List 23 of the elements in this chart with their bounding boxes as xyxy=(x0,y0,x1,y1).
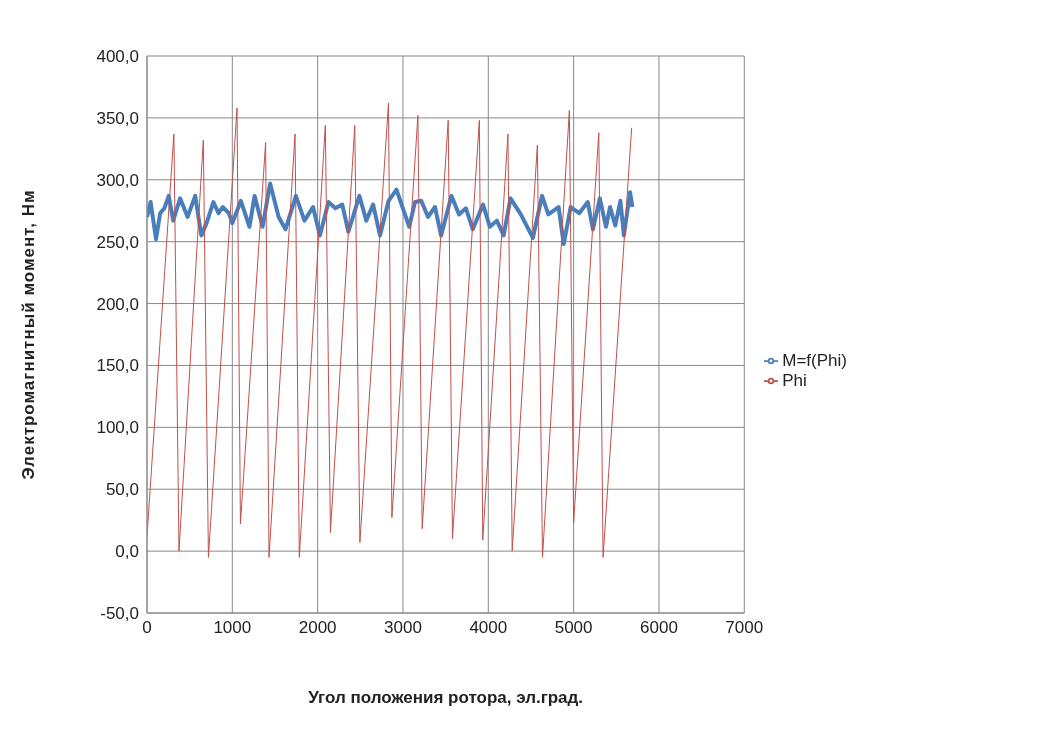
x-tick-label: 2000 xyxy=(298,618,337,638)
y-tick-label: 50,0 xyxy=(105,480,139,500)
y-tick-label: -50,0 xyxy=(100,604,139,624)
y-axis-title: Электромагнитный момент, Нм xyxy=(19,189,39,480)
y-tick-label: 0,0 xyxy=(115,542,139,562)
line-series xyxy=(147,102,633,558)
x-tick-label: 0 xyxy=(142,618,152,638)
y-tick-label: 400,0 xyxy=(96,47,139,67)
y-tick-label: 250,0 xyxy=(96,232,139,252)
x-tick-label: 6000 xyxy=(640,618,678,638)
legend-label: Phi xyxy=(782,370,807,390)
x-tick-label: 1000 xyxy=(213,618,252,638)
x-tick-label: 4000 xyxy=(469,618,508,638)
y-tick-label: 200,0 xyxy=(96,294,139,314)
x-tick-label: 7000 xyxy=(725,618,764,638)
x-tick-label: 3000 xyxy=(384,618,422,638)
legend-label: M=f(Phi) xyxy=(782,350,847,370)
x-tick-label: 5000 xyxy=(554,618,593,638)
x-axis-title: Угол положения ротора, эл.град. xyxy=(308,688,584,707)
y-tick-label: 150,0 xyxy=(96,356,139,376)
y-tick-label: 350,0 xyxy=(96,108,139,128)
y-tick-label: 300,0 xyxy=(96,170,139,190)
y-tick-label: 100,0 xyxy=(96,418,139,438)
